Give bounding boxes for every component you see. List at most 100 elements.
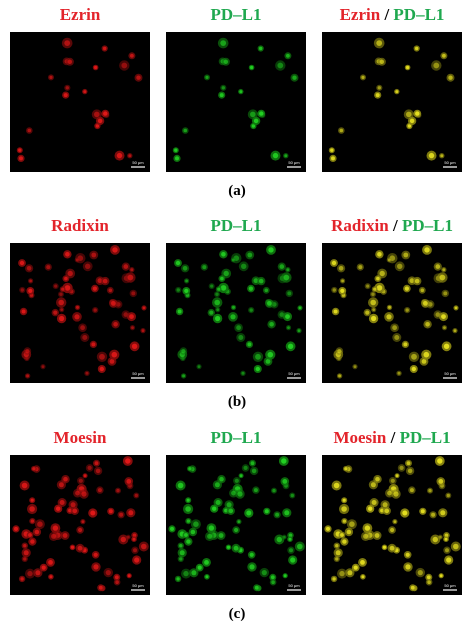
cell-core — [188, 467, 192, 471]
cell-core — [444, 537, 448, 541]
channel-label: PD–L1 — [211, 5, 262, 24]
cell-core — [272, 152, 279, 159]
cell-core — [54, 284, 58, 288]
cell-core — [19, 156, 23, 161]
cell-core — [335, 557, 339, 561]
cell-core — [249, 564, 255, 570]
cell-core — [76, 305, 79, 309]
cell-core — [174, 148, 178, 152]
cell-core — [361, 575, 365, 579]
cell-core — [56, 506, 61, 511]
cell-core — [443, 343, 450, 349]
cell-core — [253, 488, 258, 493]
cell-core — [127, 274, 134, 281]
cell-core — [446, 493, 450, 498]
cell — [337, 568, 347, 579]
cell-core — [387, 258, 391, 262]
cell-core — [247, 342, 252, 347]
image-background — [10, 32, 150, 172]
cell-core — [185, 279, 188, 283]
cell-core — [271, 580, 275, 584]
cell-core — [186, 519, 191, 523]
cell-core — [374, 533, 380, 538]
cell-core — [298, 306, 302, 310]
cell-core — [65, 252, 70, 257]
merge-red: Radixin — [331, 216, 389, 235]
cell-core — [87, 465, 92, 470]
cell-core — [136, 75, 141, 80]
cell-core — [390, 478, 395, 483]
cell-core — [267, 301, 272, 306]
micrograph: 50 μm — [322, 243, 462, 383]
micrograph: 50 μm — [10, 243, 150, 383]
cell-core — [116, 152, 123, 159]
micrograph: 50 μm — [10, 32, 150, 172]
cell-core — [204, 560, 209, 565]
cell-core — [221, 252, 226, 257]
cell-core — [342, 519, 347, 523]
cell-core — [221, 86, 225, 90]
cell-core — [371, 315, 377, 322]
cell-core — [26, 266, 32, 271]
cell-core — [237, 491, 243, 497]
cell-core — [365, 310, 370, 315]
cell-core — [41, 565, 46, 570]
cell-core — [337, 349, 342, 354]
cell-core — [35, 570, 41, 576]
channel-label: Radixin — [51, 216, 109, 235]
cell-core — [129, 314, 134, 319]
cell — [77, 477, 85, 485]
cell-core — [64, 285, 71, 291]
cell-core — [72, 508, 78, 514]
cell — [85, 464, 94, 472]
cell-core — [210, 284, 214, 288]
cell — [233, 477, 241, 485]
cell-core — [220, 276, 224, 281]
cell — [214, 291, 220, 298]
cell-core — [428, 488, 432, 493]
cell-core — [209, 310, 214, 315]
cell-core — [83, 474, 87, 478]
cell-core — [81, 491, 87, 497]
cell-core — [60, 308, 64, 311]
cell-core — [386, 314, 392, 320]
cell-core — [231, 490, 236, 496]
cell-core — [332, 577, 336, 581]
cell-core — [48, 560, 53, 565]
micrograph: 50 μm — [166, 455, 306, 595]
cell-core — [421, 359, 427, 364]
cell-core — [116, 488, 120, 493]
cell-core — [177, 309, 182, 314]
cell-core — [52, 525, 59, 531]
merge-label: Ezrin / PD–L1 — [340, 5, 445, 24]
cell-core — [361, 75, 365, 79]
cell-core — [448, 75, 453, 80]
cell-core — [132, 533, 137, 538]
cell-core — [241, 371, 245, 375]
cell-core — [186, 539, 191, 544]
cell-core — [403, 252, 409, 258]
cell-core — [333, 309, 338, 314]
cell-core — [23, 544, 27, 548]
cell-core — [223, 59, 229, 64]
panel-caption: (c) — [229, 606, 246, 622]
cell — [208, 283, 215, 290]
cell-core — [223, 270, 229, 277]
cell-core — [375, 93, 380, 98]
cell-core — [288, 537, 292, 541]
channel-label: Moesin — [54, 428, 107, 447]
cell-core — [109, 359, 115, 364]
merge-separator: / — [392, 216, 398, 235]
cell-core — [114, 575, 119, 580]
cell-core — [27, 128, 32, 133]
cell-core — [220, 285, 227, 291]
cell-core — [215, 315, 221, 322]
cell-core — [283, 574, 287, 578]
cell-core — [432, 536, 438, 543]
cell-core — [28, 288, 33, 293]
cell-core — [19, 260, 25, 266]
cell-core — [250, 111, 256, 118]
cell-core — [358, 265, 363, 270]
cell-core — [282, 479, 288, 484]
